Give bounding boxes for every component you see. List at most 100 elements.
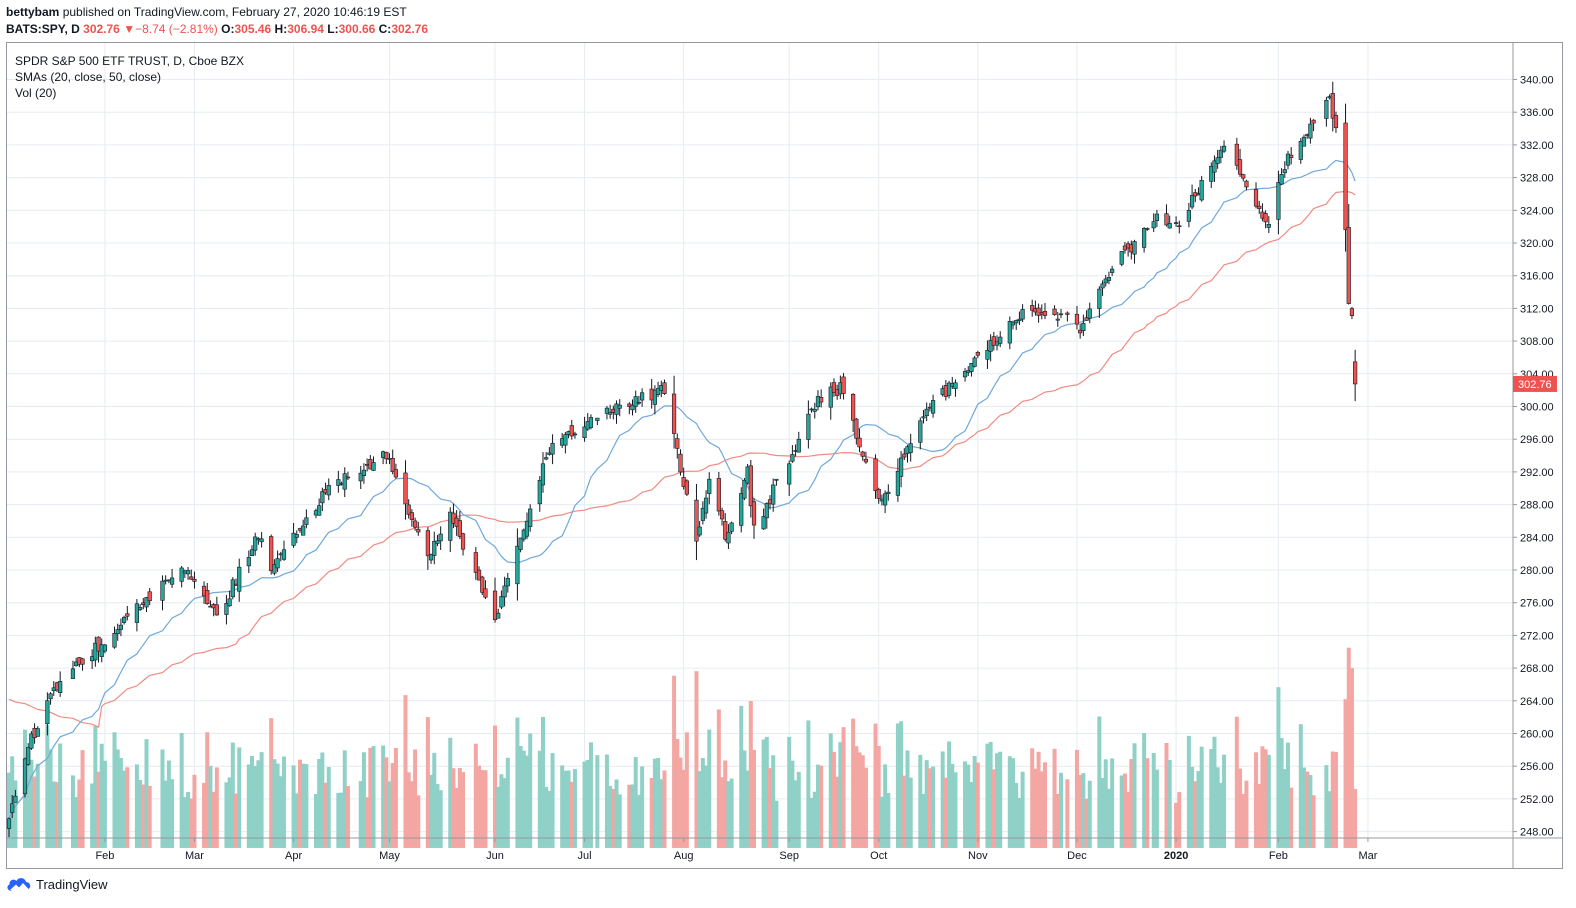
volume-bar: [1103, 759, 1108, 848]
candle-body: [1186, 209, 1191, 222]
legend-sma[interactable]: SMAs (20, close, 50, close): [15, 70, 162, 84]
volume-bar: [943, 777, 948, 848]
candle-body: [723, 521, 728, 540]
volume-bar: [326, 766, 331, 848]
candle-body: [873, 458, 878, 492]
candle-body: [179, 567, 184, 582]
candle-body: [137, 607, 143, 610]
volume-bar: [275, 763, 280, 848]
volume-bar: [1084, 798, 1089, 848]
volume-bar: [1266, 754, 1271, 848]
candle-body: [122, 616, 127, 623]
candle-body: [358, 472, 363, 482]
volume-bar: [1042, 762, 1047, 848]
volume-bar: [1222, 754, 1227, 848]
candle-body: [1020, 309, 1025, 320]
volume-bar: [246, 764, 251, 848]
candle-body: [448, 511, 453, 541]
candle-body: [393, 469, 398, 478]
volume-bar: [975, 762, 980, 848]
candle-body: [1343, 122, 1348, 230]
candle-body: [883, 493, 888, 506]
candle-body: [1167, 223, 1172, 229]
volume-bar: [588, 742, 593, 848]
volume-bar: [278, 776, 283, 848]
candle-body: [1100, 283, 1105, 289]
candle-body: [249, 549, 255, 556]
tradingview-cloud-icon: [7, 878, 31, 891]
footer-brand: TradingView: [36, 876, 108, 892]
volume-bar: [1254, 752, 1259, 848]
candle-body: [96, 636, 101, 652]
y-tick-label: 256.00: [1520, 761, 1554, 773]
volume-bar: [947, 741, 952, 848]
volume-bar: [1065, 779, 1070, 848]
candle-body: [502, 585, 507, 598]
volume-bar: [1311, 795, 1316, 848]
candle-body: [1142, 227, 1147, 248]
volume-bar: [863, 767, 868, 848]
candle-body: [361, 469, 367, 477]
candle-body: [13, 795, 18, 803]
tradingview-logo[interactable]: TradingView: [6, 876, 108, 892]
x-tick-label: Jul: [578, 850, 592, 862]
legend-vol[interactable]: Vol (20): [15, 86, 57, 100]
volume-bar: [1154, 769, 1159, 848]
chart-frame[interactable]: [6, 42, 1563, 869]
volume-bar: [361, 752, 366, 848]
candle-body: [320, 491, 325, 504]
candle-body: [246, 557, 251, 567]
volume-bar: [985, 743, 990, 848]
candle-body: [787, 463, 792, 485]
volume-bar: [1282, 768, 1287, 848]
candle-body: [930, 400, 936, 414]
candle-body: [719, 510, 725, 520]
volume-bar: [895, 723, 900, 848]
volume-bar: [812, 791, 817, 848]
volume-bar: [1349, 668, 1354, 848]
volume-bar: [841, 727, 846, 848]
volume-bar: [524, 755, 529, 848]
volume-bar: [29, 759, 34, 848]
volume-bar: [528, 733, 533, 848]
candle-body: [425, 530, 430, 557]
candle-body: [876, 489, 881, 499]
candle-body: [115, 629, 120, 635]
volume-bar: [729, 778, 734, 848]
candle-body: [544, 457, 549, 460]
volume-bar: [74, 797, 79, 848]
volume-bar: [748, 700, 753, 848]
volume-bar: [950, 763, 955, 848]
volume-bar: [787, 736, 792, 848]
volume-bar: [761, 739, 766, 848]
publisher-name[interactable]: bettybam: [6, 5, 60, 19]
low-value: 300.66: [338, 22, 376, 36]
volume-bar: [614, 779, 619, 848]
candle-body: [790, 454, 795, 462]
volume-bar: [1081, 773, 1086, 848]
candle-body: [269, 536, 274, 572]
candle-body: [102, 644, 108, 652]
volume-bar: [454, 787, 459, 848]
candle-body: [1298, 141, 1303, 160]
candle-body: [707, 478, 712, 494]
candle-body: [259, 538, 264, 543]
candle-body: [326, 485, 331, 496]
volume-bar: [1333, 751, 1338, 848]
volume-bar: [99, 743, 104, 848]
candle-body: [1199, 180, 1204, 201]
candle-body: [614, 403, 619, 415]
volume-bar: [905, 750, 910, 848]
volume-bar: [26, 754, 31, 848]
candle-body: [1237, 159, 1243, 175]
y-tick-label: 276.00: [1520, 598, 1554, 610]
volume-bar: [879, 796, 884, 848]
volume-bar: [1212, 736, 1217, 848]
volume-bar: [1100, 778, 1105, 848]
volume-bar: [876, 746, 881, 848]
volume-bar: [323, 782, 328, 848]
y-tick-label: 308.00: [1520, 336, 1554, 348]
candle-body: [294, 534, 299, 538]
candle-body: [918, 420, 923, 443]
